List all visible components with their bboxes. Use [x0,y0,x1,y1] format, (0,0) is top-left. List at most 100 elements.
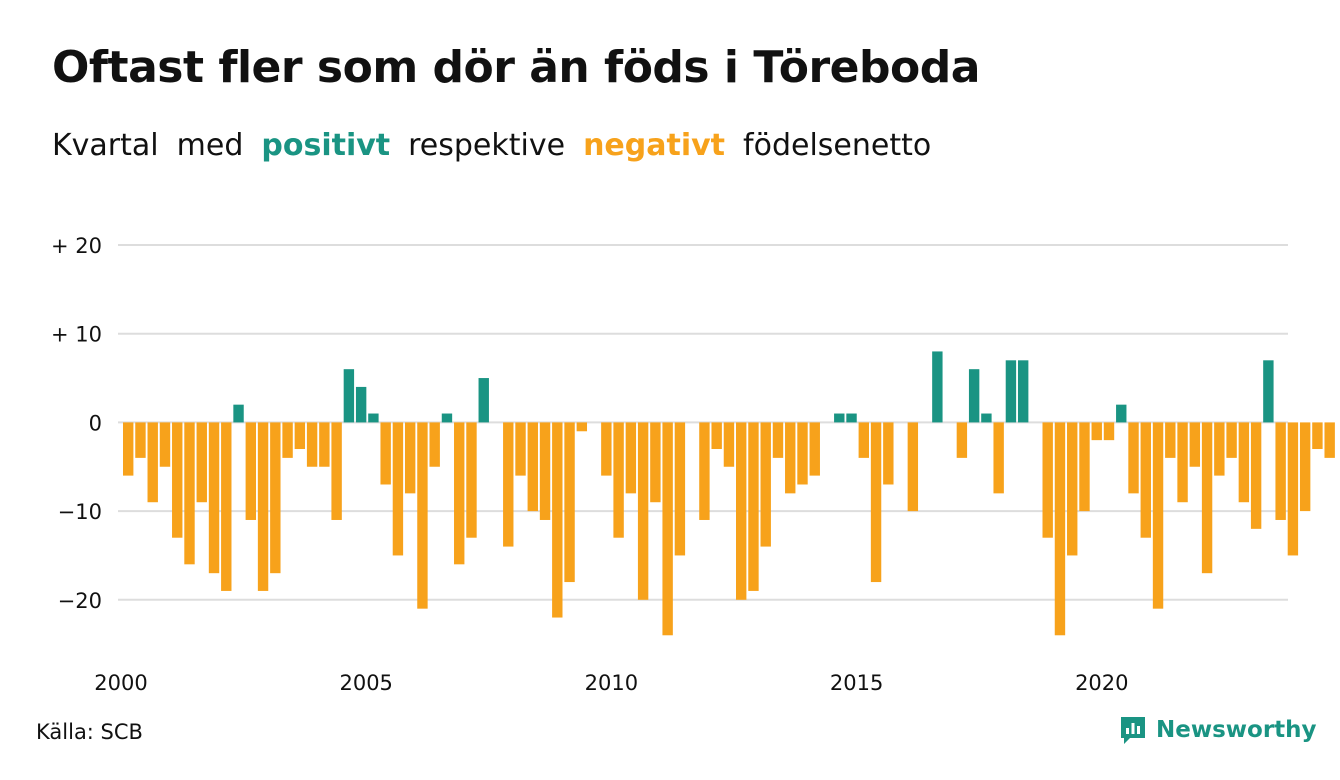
bar-negative [723,422,735,467]
bar-negative [429,422,440,467]
bar-negative [135,422,146,458]
bar-positive [981,413,992,423]
y-tick-label: −20 [58,589,102,613]
x-tick-label: 2005 [339,671,392,695]
bar-negative [221,422,232,591]
chart-subtitle: Kvartal med positivt respektive negativt föde… [52,128,949,163]
bar-negative [380,422,391,485]
bar-negative [772,422,784,458]
bar-negative [245,422,256,520]
bar-negative [785,422,796,494]
bar-negative [1140,422,1151,538]
bar-positive [478,378,489,423]
bar-positive [834,413,845,423]
bar-negative [797,422,808,485]
bar-negative [650,422,661,503]
bar-negative [1201,422,1213,574]
bar-negative [404,422,416,494]
bar-positive [368,413,379,423]
bar-negative [552,422,563,618]
bar-negative [711,422,722,450]
bar-negative [1091,422,1102,441]
bar-negative [1324,422,1335,458]
x-tick-label: 2010 [585,671,638,695]
y-tick-label: + 20 [51,234,102,258]
bars [123,351,1335,636]
x-tick-label: 2000 [94,671,147,695]
bar-negative [1287,422,1299,556]
bar-negative [319,422,330,467]
bar-negative [760,422,771,547]
bar-negative [907,422,919,512]
bar-negative [1054,422,1066,636]
bar-negative [1067,422,1078,556]
bar-negative [1042,422,1053,538]
bar-negative [515,422,526,476]
bar-negative [454,422,465,565]
bar-positive [1263,360,1274,423]
bar-positive [441,413,453,423]
bar-negative [1165,422,1176,458]
bar-negative [159,422,171,467]
bar-negative [184,422,195,565]
x-axis-labels: 2000 2005 2010 2015 2020 [94,671,1128,695]
bar-negative [993,422,1004,494]
bar-negative [674,422,686,556]
bar-negative [736,422,747,600]
y-tick-label: 0 [89,411,102,435]
bar-negative [883,422,894,485]
bar-negative [1275,422,1286,520]
subtitle-word: med [176,128,244,163]
bar-negative [564,422,575,583]
bar-negative [870,422,882,583]
brand-name: Newsworthy [1156,717,1317,743]
bar-negative [417,422,428,609]
bar-negative [1189,422,1201,467]
bar-negative [576,422,588,432]
bar-negative [1214,422,1225,476]
positive-legend-label: positivt [261,128,391,163]
bar-negative [257,422,269,591]
bar-negative [539,422,551,520]
bar-negative [637,422,649,600]
bar-negative [625,422,637,494]
bar-negative [282,422,293,458]
bar-negative [613,422,624,538]
bar-negative [956,422,968,458]
bar-negative [809,422,820,476]
bar-positive [932,351,943,423]
bar-positive [343,369,355,423]
source-note: Källa: SCB [36,720,143,744]
bar-negative [306,422,318,467]
bar-negative [503,422,514,547]
y-axis-labels: + 20 + 10 0 −10 −20 [51,234,102,613]
bar-negative [147,422,158,503]
bar-positive [846,413,857,423]
bar-negative [1103,422,1115,441]
bar-negative [1250,422,1262,529]
bar-negative [466,422,477,538]
x-tick-label: 2015 [830,671,883,695]
bar-positive [355,386,367,423]
bar-negative [1299,422,1311,512]
bar-negative [270,422,281,574]
bar-negative [1079,422,1090,512]
bar-negative [196,422,207,503]
bar-negative [1238,422,1250,503]
newsworthy-logo-icon [1121,717,1145,744]
negative-legend-label: negativt [583,128,726,163]
bar-negative [1152,422,1164,609]
bar-negative [208,422,220,574]
bar-positive [233,404,244,423]
bar-positive [1017,360,1029,423]
bar-negative [172,422,183,538]
subtitle-word: födelsenetto [743,128,932,163]
x-tick-label: 2020 [1075,671,1128,695]
bar-positive [1116,404,1127,423]
chart-title: Oftast fler som dör än föds i Töreboda [52,42,980,93]
y-tick-label: −10 [58,500,102,524]
subtitle-word: respektive [408,128,566,163]
bar-negative [601,422,612,476]
bar-negative [662,422,673,636]
